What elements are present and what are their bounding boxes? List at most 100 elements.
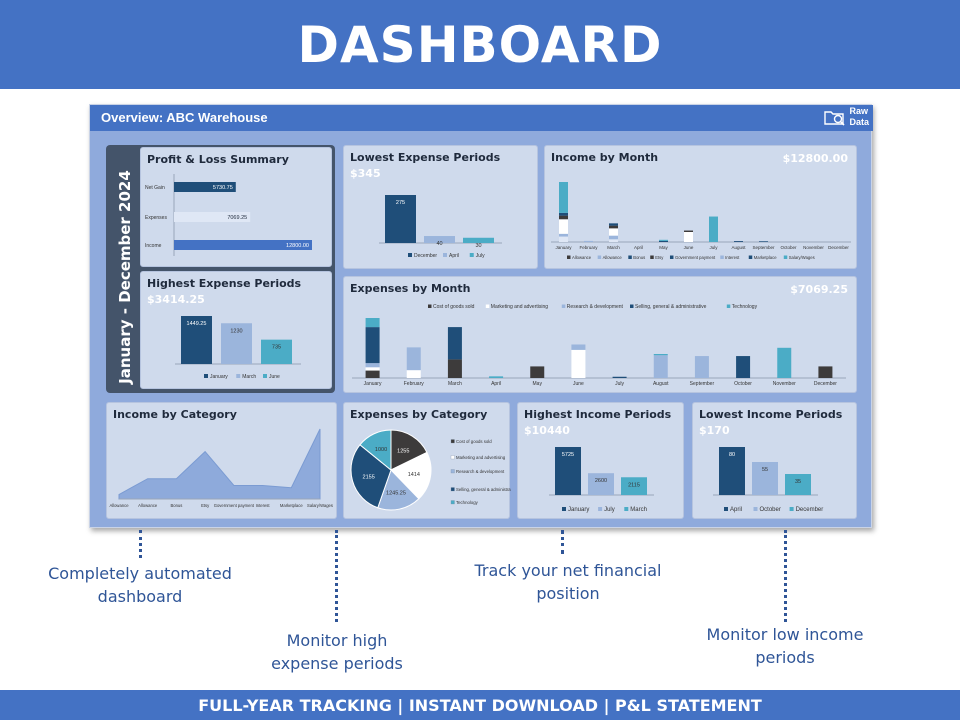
income-category-tick-label: Interest [256, 503, 271, 508]
expenses_month-bar-segment [571, 344, 586, 350]
income_month-tick-label: March [607, 245, 620, 250]
lowest_income-bar-label: 55 [762, 467, 768, 473]
expenses_month-tick-label: November [773, 381, 796, 387]
pie-slice-label: 1414 [408, 472, 420, 478]
income_month-bar-segment [559, 219, 568, 234]
income-month-card: Income by Month $12800.00 January Februar… [544, 145, 857, 269]
income_month-bar-segment [684, 230, 693, 232]
expenses_month-legend-swatch [630, 304, 634, 308]
period-label-wrap: January - December 2024 [110, 168, 140, 386]
income_month-legend-swatch [720, 255, 724, 259]
callout-low-income: Monitor low income periods [706, 625, 864, 667]
income-category-tick-label: Allowance [109, 503, 129, 508]
income-category-tick-label: Bonus [170, 503, 182, 508]
income_month-legend-swatch [650, 255, 654, 259]
expenses_month-bar-segment [530, 366, 545, 378]
pie-legend-swatch [450, 455, 455, 460]
expenses_month-legend-label: Research & development [567, 304, 624, 310]
income-category-tick-label: Allowance [138, 503, 158, 508]
pie-legend-label: Selling, general & administrative [456, 487, 511, 492]
income_month-bar-segment [609, 223, 618, 226]
pl-bar-label: 5730.75 [213, 185, 233, 191]
highest_income-legend-label: March [630, 507, 647, 513]
lowest_income-legend-label: October [760, 507, 781, 513]
highest_expense-legend-label: March [242, 374, 256, 380]
income_month-bar-segment [734, 241, 743, 242]
pie-slice [359, 429, 392, 472]
highest_expense-legend-label: June [269, 374, 280, 380]
highest_expense-bar [221, 323, 252, 364]
callout-connector-4 [784, 530, 787, 622]
income_month-tick-label: February [579, 245, 598, 250]
highest_income-bar-label: 5725 [562, 452, 574, 458]
callout-connector-2 [335, 530, 338, 622]
expenses-category-title: Expenses by Category [350, 408, 488, 421]
expenses_month-bar-segment [489, 376, 504, 378]
lowest_expense-bar [385, 195, 416, 243]
income_month-tick-label: April [634, 245, 643, 250]
highest_expense-legend-swatch [204, 374, 208, 378]
lowest_expense-bar-label: 30 [475, 243, 481, 249]
lowest_expense-legend-swatch [408, 253, 412, 257]
income_month-legend-label: Allowance [603, 255, 623, 260]
income_month-bar-segment [559, 236, 568, 242]
lowest_expense-bar [424, 236, 455, 243]
lowest-expense-value: $345 [350, 167, 381, 180]
expenses_month-bar-segment [365, 327, 380, 364]
pie-slice [377, 469, 420, 511]
expenses_month-tick-label: March [448, 381, 462, 387]
expenses_month-bar-segment [447, 359, 462, 378]
expenses-month-card: Expenses by Month $7069.25 January Februa… [343, 276, 857, 393]
expenses_month-bar-segment [653, 355, 668, 378]
highest-expense-chart: 1449.25 1230 735 January March June [175, 316, 301, 380]
income_month-bar-segment [559, 233, 568, 237]
pl-summary-title: Profit & Loss Summary [147, 153, 289, 166]
pie-slice [390, 429, 428, 471]
lowest_income-legend-label: December [796, 507, 824, 513]
lowest_income-legend-swatch [789, 507, 794, 511]
expenses_month-bar-segment [818, 366, 833, 378]
expenses_month-bar-segment [365, 363, 380, 368]
pie-slice [390, 451, 432, 500]
pl-summary-card: Profit & Loss Summary Net Gain 5730.75 Exp… [140, 147, 332, 267]
expenses_month-tick-label: October [734, 381, 752, 387]
lowest_income-bar [752, 462, 778, 495]
highest_income-bar-label: 2115 [628, 482, 640, 488]
income_month-bar-segment [659, 240, 668, 242]
footer-text: FULL-YEAR TRACKING | INSTANT DOWNLOAD | … [198, 695, 762, 715]
income_month-bar-segment [609, 228, 618, 236]
pie-slice-label: 1255 [397, 448, 409, 454]
raw-data-button[interactable]: Raw Data [824, 106, 869, 128]
highest_expense-bar-label: 735 [272, 345, 281, 351]
income_month-bar-segment [759, 241, 768, 242]
lowest_expense-legend-label: July [476, 253, 485, 259]
highest-expense-title: Highest Expense Periods [147, 277, 302, 290]
pl-bar [174, 182, 236, 192]
pie-legend-swatch [450, 500, 455, 505]
pie-legend-label: Technology [456, 500, 479, 505]
callout-net-position: Track your net financial position [474, 561, 662, 603]
lowest-income-card: Lowest Income Periods $170 80 55 35 April Oc… [692, 402, 857, 519]
lowest_expense-bar-label: 275 [396, 200, 405, 206]
income_month-tick-label: November [803, 245, 824, 250]
expenses_month-legend-label: Selling, general & administrative [635, 304, 707, 310]
income_month-bar-segment [659, 239, 668, 241]
income_month-legend-swatch [567, 255, 571, 259]
income_month-tick-label: January [555, 245, 572, 250]
pl-bar [174, 212, 251, 222]
folder-search-icon [824, 111, 846, 126]
lowest-income-chart: 80 55 35 April October December [713, 447, 824, 513]
pl-category-label: Income [145, 243, 162, 249]
highest_expense-bar-label: 1449.25 [187, 321, 207, 327]
lowest_expense-legend-swatch [469, 253, 474, 257]
income-month-value: $12800.00 [782, 152, 848, 165]
income_month-legend-swatch [783, 255, 788, 259]
income-category-tick-label: Salary/Wages [307, 503, 333, 508]
expenses_month-bar-segment [571, 349, 586, 378]
highest_income-legend-label: January [568, 507, 589, 513]
lowest_expense-bar [463, 237, 494, 243]
income_month-tick-label: August [731, 245, 746, 250]
income_month-legend-label: Marketplace [754, 255, 777, 260]
pl-bar [174, 240, 312, 250]
bottom-banner: FULL-YEAR TRACKING | INSTANT DOWNLOAD | … [0, 690, 960, 720]
